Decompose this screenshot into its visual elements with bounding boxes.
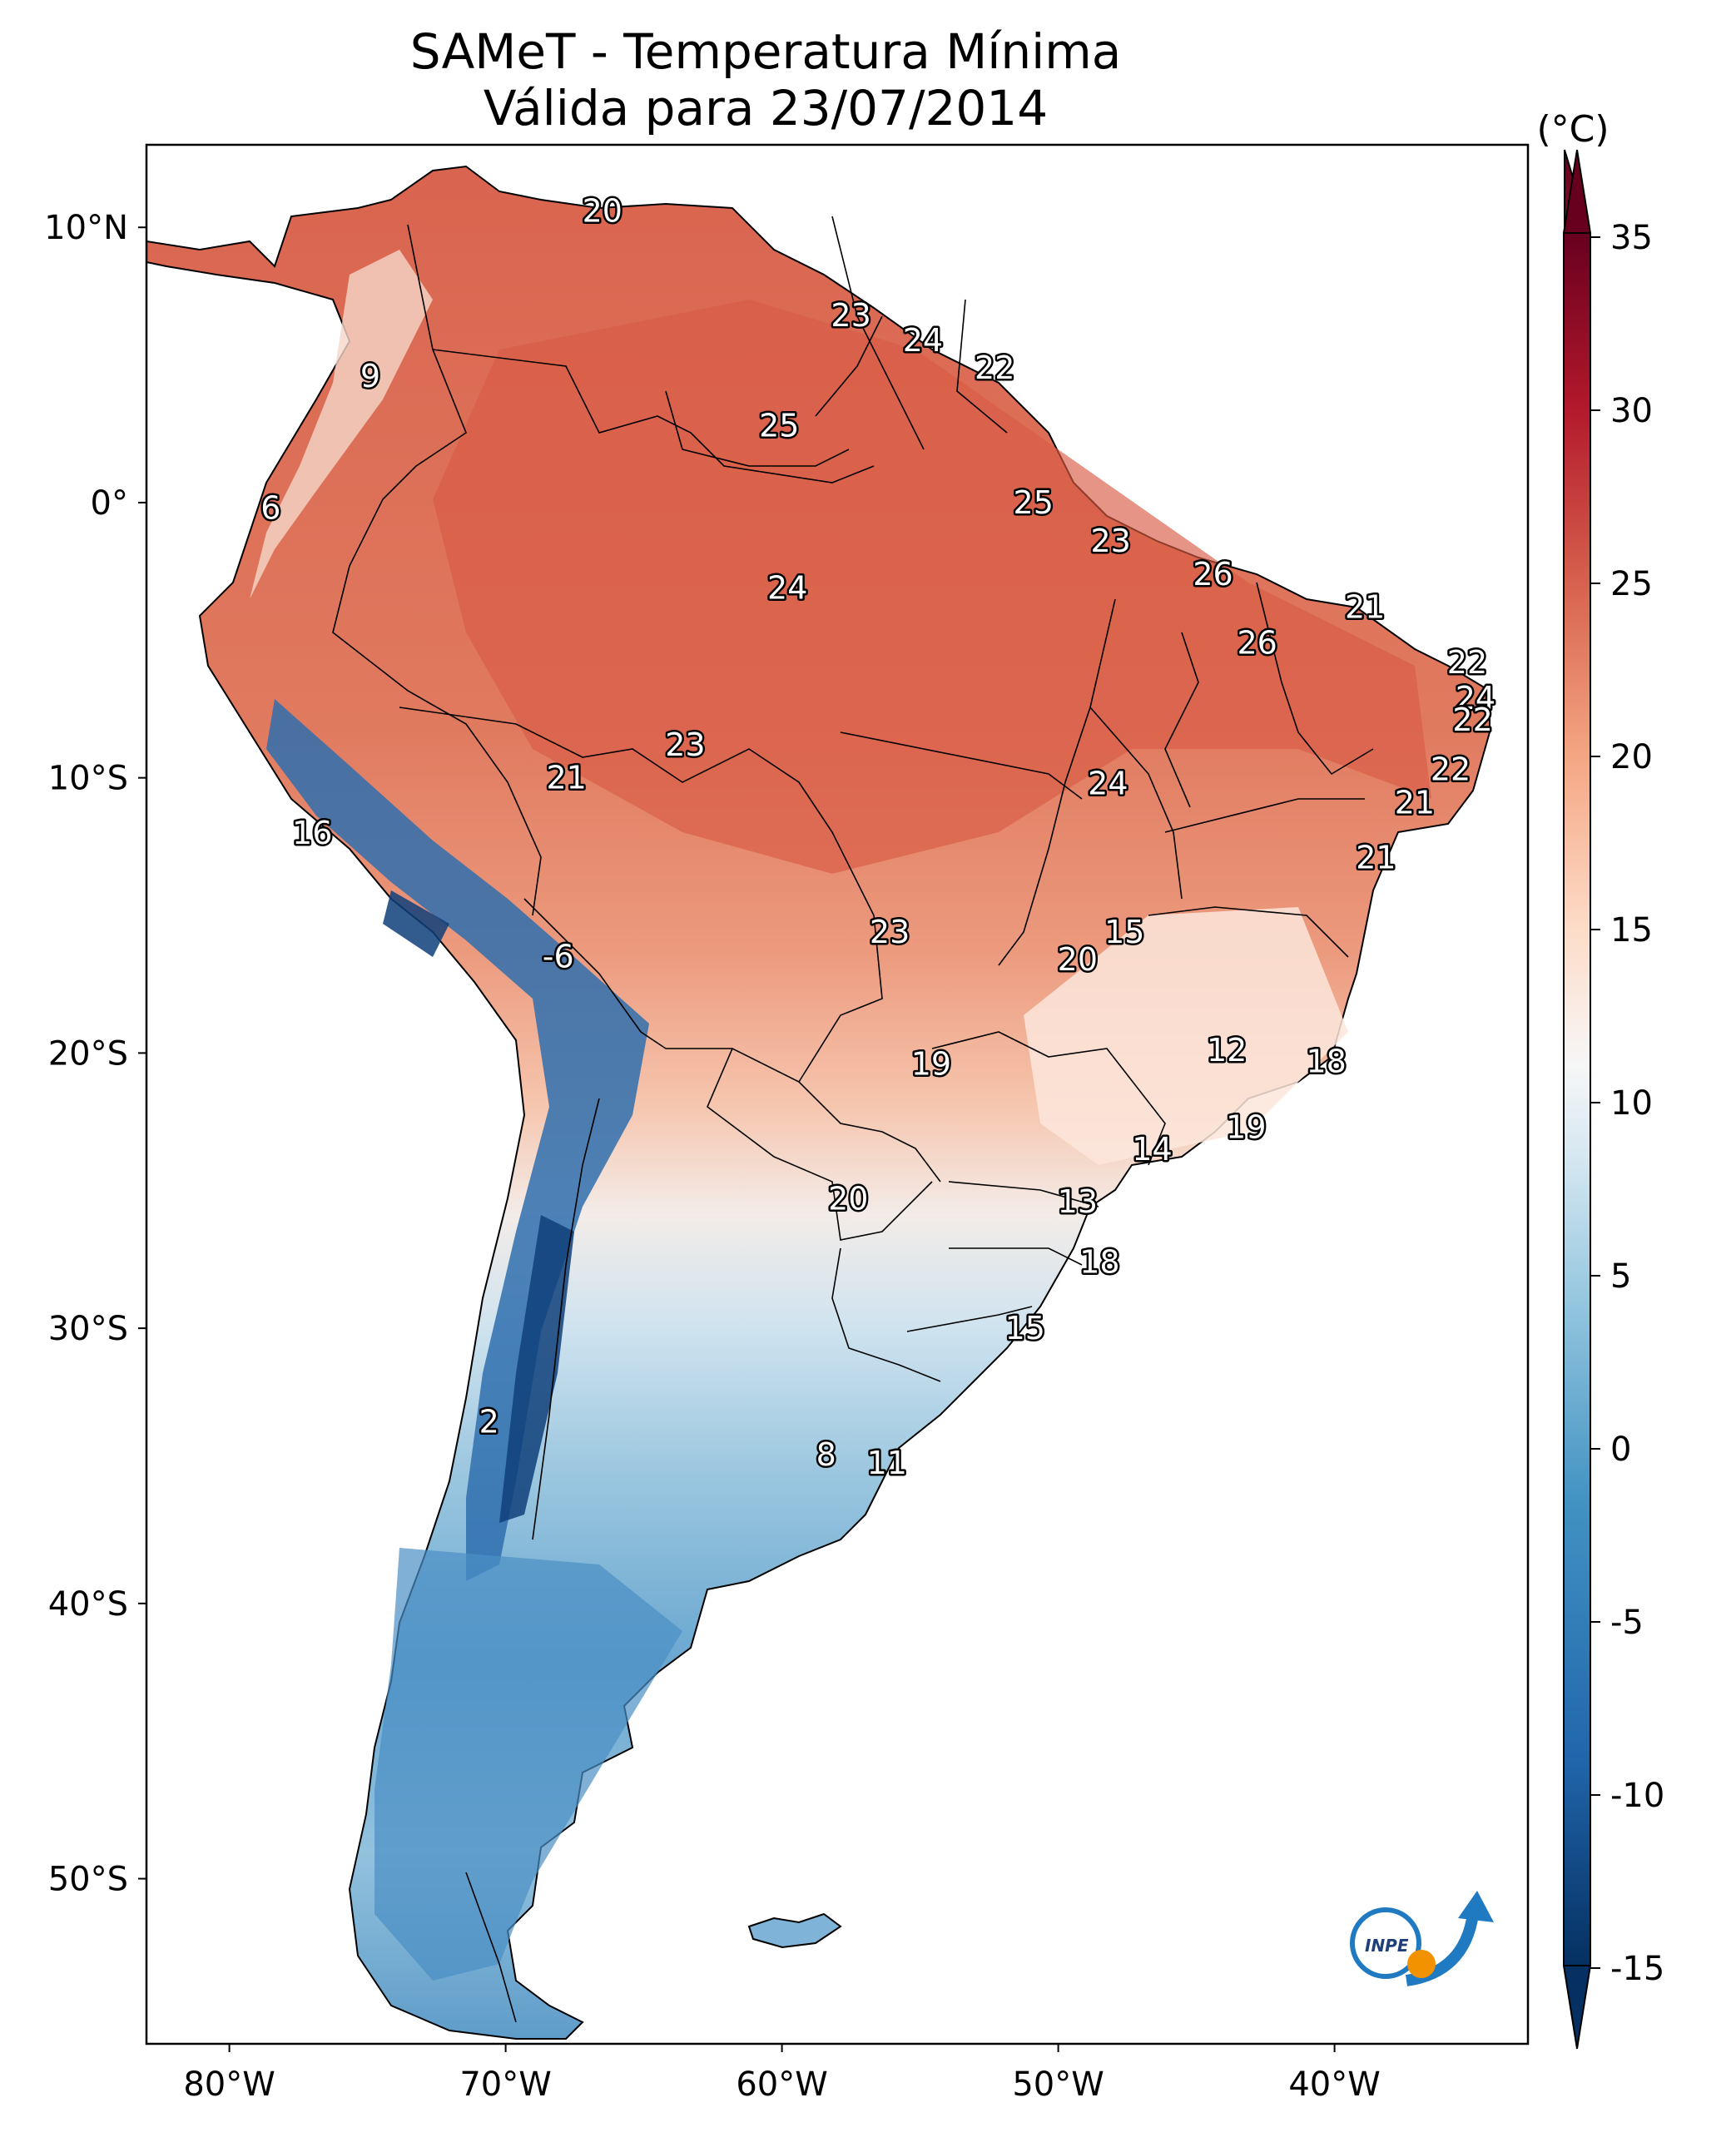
station-value: 6 — [260, 490, 280, 527]
station-value: 21 — [546, 760, 586, 796]
station-value: 14 — [1132, 1131, 1172, 1168]
station-value: 13 — [1058, 1183, 1098, 1220]
colorbar-tick-label: 20 — [1610, 738, 1653, 776]
station-value: 12 — [1207, 1032, 1247, 1069]
station-value: 24 — [903, 322, 943, 359]
station-value: 9 — [360, 358, 380, 394]
lat-tick-label: 40°S — [48, 1585, 128, 1624]
map-title: SAMeT - Temperatura Mínima — [409, 23, 1122, 80]
station-value: 22 — [1447, 644, 1487, 681]
station-value: 8 — [816, 1436, 836, 1473]
map-subtitle: Válida para 23/07/2014 — [483, 80, 1049, 136]
colorbar-tick-label: 0 — [1610, 1431, 1631, 1469]
lat-tick-label: 30°S — [48, 1310, 128, 1348]
lon-tick-label: 70°W — [459, 2065, 551, 2104]
warm-core — [433, 300, 1431, 874]
lon-tick-label: 80°W — [183, 2065, 275, 2104]
station-value: 26 — [1237, 625, 1277, 662]
colorbar-tick-label: -5 — [1610, 1604, 1644, 1642]
colorbar-ticks: 35 30 25 20 15 10 5 0 -5 -10 -15 — [1590, 219, 1664, 1988]
station-value: 20 — [583, 192, 622, 229]
station-value: 23 — [1091, 523, 1131, 559]
lat-tick-label: 0° — [91, 484, 128, 523]
map-frame — [145, 143, 1530, 2045]
patagonia-cool — [374, 1548, 682, 1981]
station-value: 18 — [1079, 1244, 1119, 1281]
falkland-islands — [747, 1912, 842, 1949]
axis-ticks: 80°W 70°W 60°W 50°W 40°W 10°N 0° 10°S 20°S 30°S 40… — [44, 209, 1381, 2104]
station-value: 26 — [1193, 556, 1233, 593]
station-value: 2 — [479, 1404, 499, 1440]
station-value: 21 — [1395, 784, 1435, 821]
lon-tick-label: 40°W — [1288, 2065, 1380, 2104]
station-value: 24 — [1456, 680, 1495, 717]
lon-tick-label: 50°W — [1012, 2065, 1104, 2104]
station-value: 22 — [975, 350, 1014, 386]
colorbar-tick-label: -10 — [1610, 1777, 1664, 1815]
station-value: 20 — [828, 1181, 868, 1217]
lon-tick-label: 60°W — [736, 2065, 827, 2104]
station-value: 22 — [1452, 702, 1492, 738]
station-value: 24 — [767, 569, 807, 606]
station-value: 19 — [1226, 1109, 1266, 1146]
andes-deep-cold — [383, 890, 574, 1523]
station-value: 20 — [1058, 941, 1098, 978]
colorbar-tick-label: 35 — [1610, 219, 1653, 257]
station-value: 21 — [1345, 589, 1385, 626]
station-value: 25 — [759, 407, 799, 444]
station-value: 23 — [870, 914, 910, 950]
andes-cold-band — [266, 699, 649, 1581]
inpe-logo-text: INPE — [1365, 1936, 1409, 1956]
station-value: 15 — [1005, 1310, 1045, 1346]
inpe-logo-icon: INPE — [1350, 1891, 1494, 1986]
station-value: 16 — [292, 815, 332, 851]
colorbar-tick-label: 5 — [1610, 1257, 1631, 1296]
colorbar-tick-label: -15 — [1610, 1950, 1664, 1988]
colorbar-bottom-extend — [1562, 1965, 1592, 2050]
station-value: 22 — [1431, 751, 1471, 788]
colorbar-unit-label: (°C) — [1536, 108, 1610, 151]
station-value: -6 — [543, 939, 574, 975]
station-value: 23 — [665, 726, 705, 763]
colorbar-tick-label: 15 — [1610, 911, 1653, 950]
lat-tick-label: 10°S — [48, 760, 128, 798]
station-value: 24 — [1088, 765, 1128, 801]
colorbar-body — [1563, 232, 1591, 1966]
station-value: 19 — [911, 1046, 951, 1083]
cool-southeast — [1024, 907, 1348, 1165]
lat-tick-label: 20°S — [48, 1034, 128, 1073]
colorbar-tick-label: 10 — [1610, 1084, 1653, 1123]
station-value: 21 — [1356, 840, 1396, 876]
station-value: 23 — [831, 297, 870, 334]
lat-tick-label: 10°N — [44, 209, 128, 247]
colorbar-tick-label: 30 — [1610, 392, 1653, 430]
lat-tick-label: 50°S — [48, 1861, 128, 1899]
colorbar: 35 30 25 20 15 10 5 0 -5 -10 -15 — [1562, 149, 1664, 2050]
station-value: 11 — [867, 1445, 907, 1481]
station-value: 25 — [1014, 484, 1054, 521]
station-value: 18 — [1306, 1043, 1346, 1079]
colombia-andes-cool — [250, 250, 433, 599]
colorbar-tick-label: 25 — [1610, 565, 1653, 603]
country-borders — [332, 216, 1374, 2023]
land-area — [146, 165, 1490, 2040]
station-value: 15 — [1104, 914, 1144, 950]
